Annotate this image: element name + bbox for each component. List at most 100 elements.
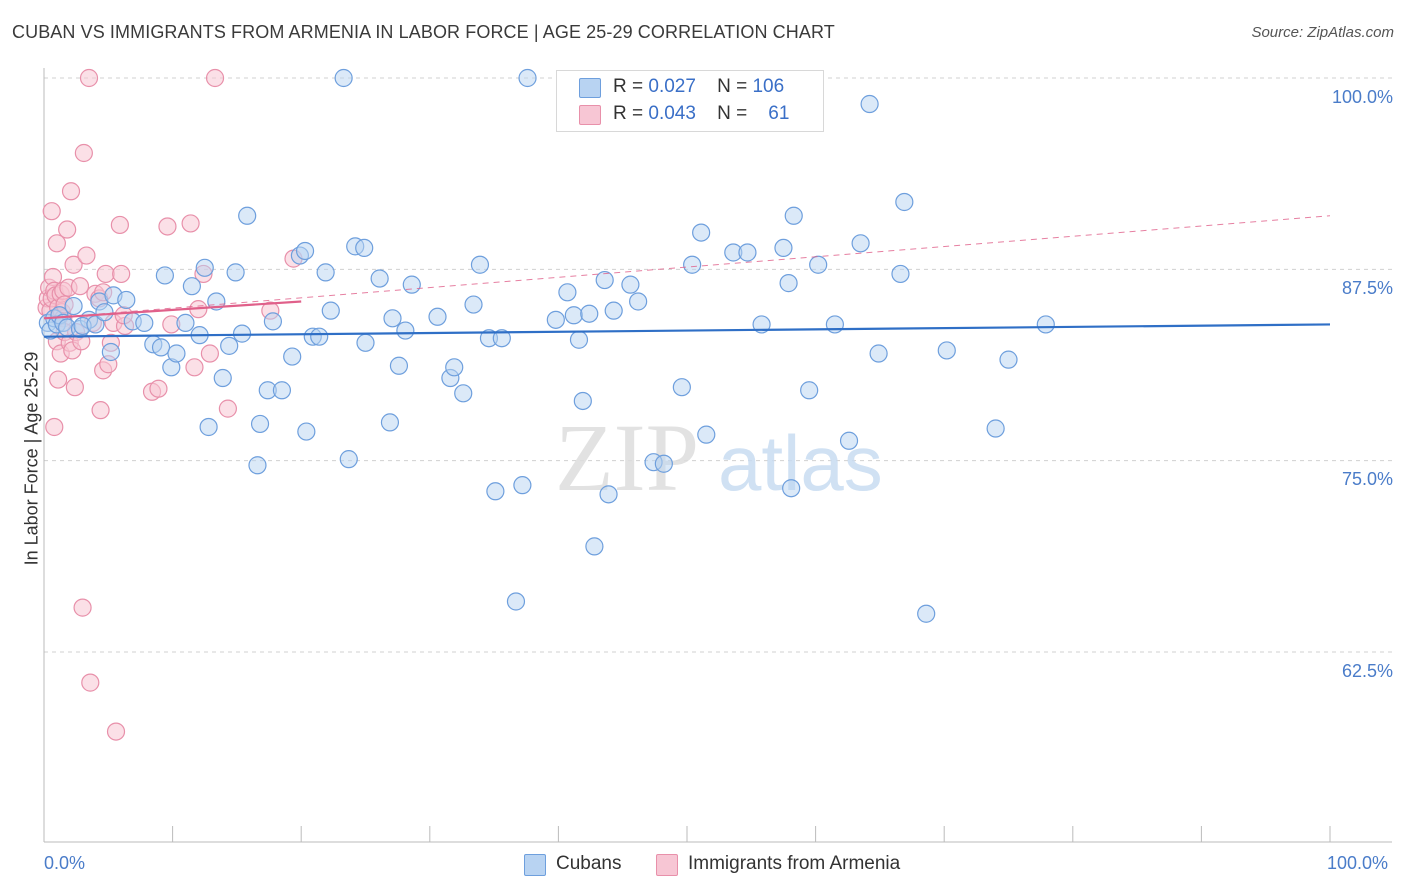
legend-r-cubans: 0.027	[648, 76, 696, 97]
cuban-point-96	[800, 381, 819, 400]
cuban-point-97	[809, 255, 828, 274]
cuban-point-103	[891, 264, 910, 284]
cuban-point-72	[558, 283, 577, 302]
cuban-point-78	[595, 270, 614, 290]
cuban-point-52	[356, 333, 375, 352]
cuban-point-104	[895, 192, 914, 212]
cuban-point-101	[860, 94, 879, 114]
legend-text-cubans: R = 0.027 N = 106	[613, 76, 785, 97]
armenia-point-52	[158, 217, 177, 236]
cuban-point-47	[321, 301, 340, 320]
cuban-point-35	[248, 456, 267, 475]
cuban-point-70	[518, 68, 537, 88]
cuban-point-63	[464, 295, 483, 314]
cuban-point-36	[250, 414, 270, 434]
cuban-point-109	[1036, 315, 1055, 334]
cuban-point-92	[774, 238, 793, 258]
gridlines	[44, 77, 1392, 653]
cuban-point-62	[454, 384, 473, 403]
source-label: Source: ZipAtlas.com	[1251, 24, 1394, 41]
cuban-point-18	[135, 313, 154, 333]
armenia-point-35	[79, 68, 99, 88]
legend-swatch-cubans-bottom	[524, 854, 546, 876]
cuban-point-99	[839, 431, 859, 450]
axes	[43, 68, 1392, 843]
armenia-point-33	[74, 143, 93, 163]
cuban-point-43	[297, 422, 316, 441]
cuban-point-105	[917, 604, 936, 623]
cuban-point-31	[220, 336, 239, 355]
cuban-point-75	[573, 391, 592, 411]
cuban-point-55	[383, 309, 402, 328]
cuban-point-107	[986, 419, 1005, 438]
armenia-point-25	[61, 182, 81, 201]
cubans-points	[38, 68, 1055, 623]
armenia-point-47	[110, 215, 129, 235]
cuban-point-57	[396, 321, 415, 340]
cuban-point-28	[199, 417, 218, 437]
y-axis-label: In Labor Force | Age 25-29	[21, 351, 42, 566]
y-tick-75: 75.0%	[1341, 469, 1393, 489]
armenia-trend-line	[43, 300, 302, 320]
armenia-point-55	[185, 358, 204, 377]
legend-r-armenia: 0.043	[648, 103, 696, 124]
cuban-point-86	[683, 255, 702, 274]
cuban-point-33	[232, 324, 252, 343]
y-tick-62-5: 62.5%	[1341, 661, 1393, 681]
cuban-point-87	[692, 223, 711, 242]
cuban-point-74	[569, 330, 589, 349]
cuban-point-66	[486, 482, 505, 501]
cuban-point-94	[782, 479, 801, 498]
x-tick-0: 0.0%	[44, 853, 86, 873]
legend-swatch-armenia	[579, 105, 601, 125]
chart-title: CUBAN VS IMMIGRANTS FROM ARMENIA IN LABO…	[12, 22, 835, 42]
watermark: ZIP atlas	[555, 404, 883, 511]
cuban-point-69	[513, 476, 532, 495]
cuban-point-85	[672, 378, 691, 397]
cuban-point-58	[402, 275, 421, 294]
series-legend: Cubans Immigrants from Armenia	[0, 852, 1406, 878]
cuban-point-73	[564, 306, 583, 325]
cuban-point-84	[654, 454, 673, 473]
cuban-point-51	[355, 238, 374, 258]
x-tick-100: 100.0%	[1327, 853, 1389, 873]
armenia-point-48	[112, 264, 131, 284]
cuban-point-102	[869, 344, 888, 363]
legend-label-cubans: Cubans	[556, 853, 622, 874]
cuban-point-64	[470, 255, 490, 274]
armenia-point-27	[64, 255, 83, 274]
cuban-point-95	[784, 206, 803, 225]
armenia-point-28	[65, 378, 84, 397]
armenia-point-17	[47, 234, 66, 253]
cuban-point-15	[101, 342, 120, 362]
cuban-point-7	[64, 296, 83, 316]
armenia-point-42	[96, 264, 115, 284]
cuban-point-25	[182, 277, 201, 296]
armenia-point-46	[106, 722, 126, 741]
cuban-point-79	[599, 485, 618, 504]
cuban-point-42	[295, 241, 315, 261]
cuban-point-108	[999, 350, 1018, 369]
armenia-point-51	[149, 379, 168, 398]
cuban-point-59	[428, 307, 447, 326]
legend-n-armenia: 61	[768, 103, 790, 124]
cuban-point-68	[506, 592, 526, 611]
cuban-point-88	[697, 425, 716, 444]
legend-text-armenia: R = 0.043 N = 61	[613, 103, 790, 124]
cuban-point-61	[445, 358, 464, 377]
cuban-point-34	[238, 206, 257, 225]
legend-swatch-cubans	[579, 78, 601, 98]
armenia-points	[37, 68, 303, 741]
cuban-point-54	[380, 413, 400, 432]
stats-legend: R = 0.027 N = 106 R = 0.043 N = 61	[556, 70, 824, 132]
y-tick-87-5: 87.5%	[1341, 278, 1393, 298]
armenia-point-34	[77, 246, 96, 265]
armenia-point-58	[200, 344, 219, 363]
cubans-trend-line	[43, 323, 1331, 338]
armenia-point-60	[218, 399, 237, 418]
cuban-point-67	[492, 329, 511, 348]
cuban-point-23	[167, 344, 186, 363]
cuban-point-46	[316, 263, 335, 282]
cuban-point-21	[155, 266, 174, 285]
armenia-point-30	[70, 277, 90, 296]
